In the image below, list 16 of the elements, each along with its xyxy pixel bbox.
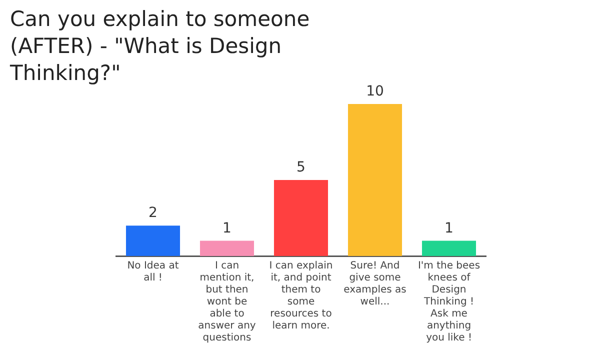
data-label: 2 — [148, 205, 158, 222]
bar — [348, 104, 402, 256]
data-label: 10 — [366, 84, 384, 100]
x-tick-label: No Idea at all ! — [127, 260, 179, 284]
data-label: 1 — [222, 220, 232, 236]
x-tick-label: I can mention it, but then wont be able to answer any questions — [198, 260, 256, 344]
bar — [200, 240, 254, 256]
bar — [126, 226, 180, 256]
chart-title: Can you explain to someone (AFTER) - "What is Design Thinking?" — [10, 7, 310, 85]
data-label: 1 — [444, 220, 454, 236]
data-label: 5 — [296, 160, 306, 176]
x-tick-label: I'm the bees knees of Design Thinking ! Ask me anything you like ! — [418, 260, 480, 344]
x-tick-label: I can explain it, and point them to some resources to learn more. — [269, 260, 333, 332]
bar — [274, 180, 328, 256]
x-tick-label: Sure! And give some examples as well... — [344, 260, 406, 308]
bar — [422, 240, 476, 256]
